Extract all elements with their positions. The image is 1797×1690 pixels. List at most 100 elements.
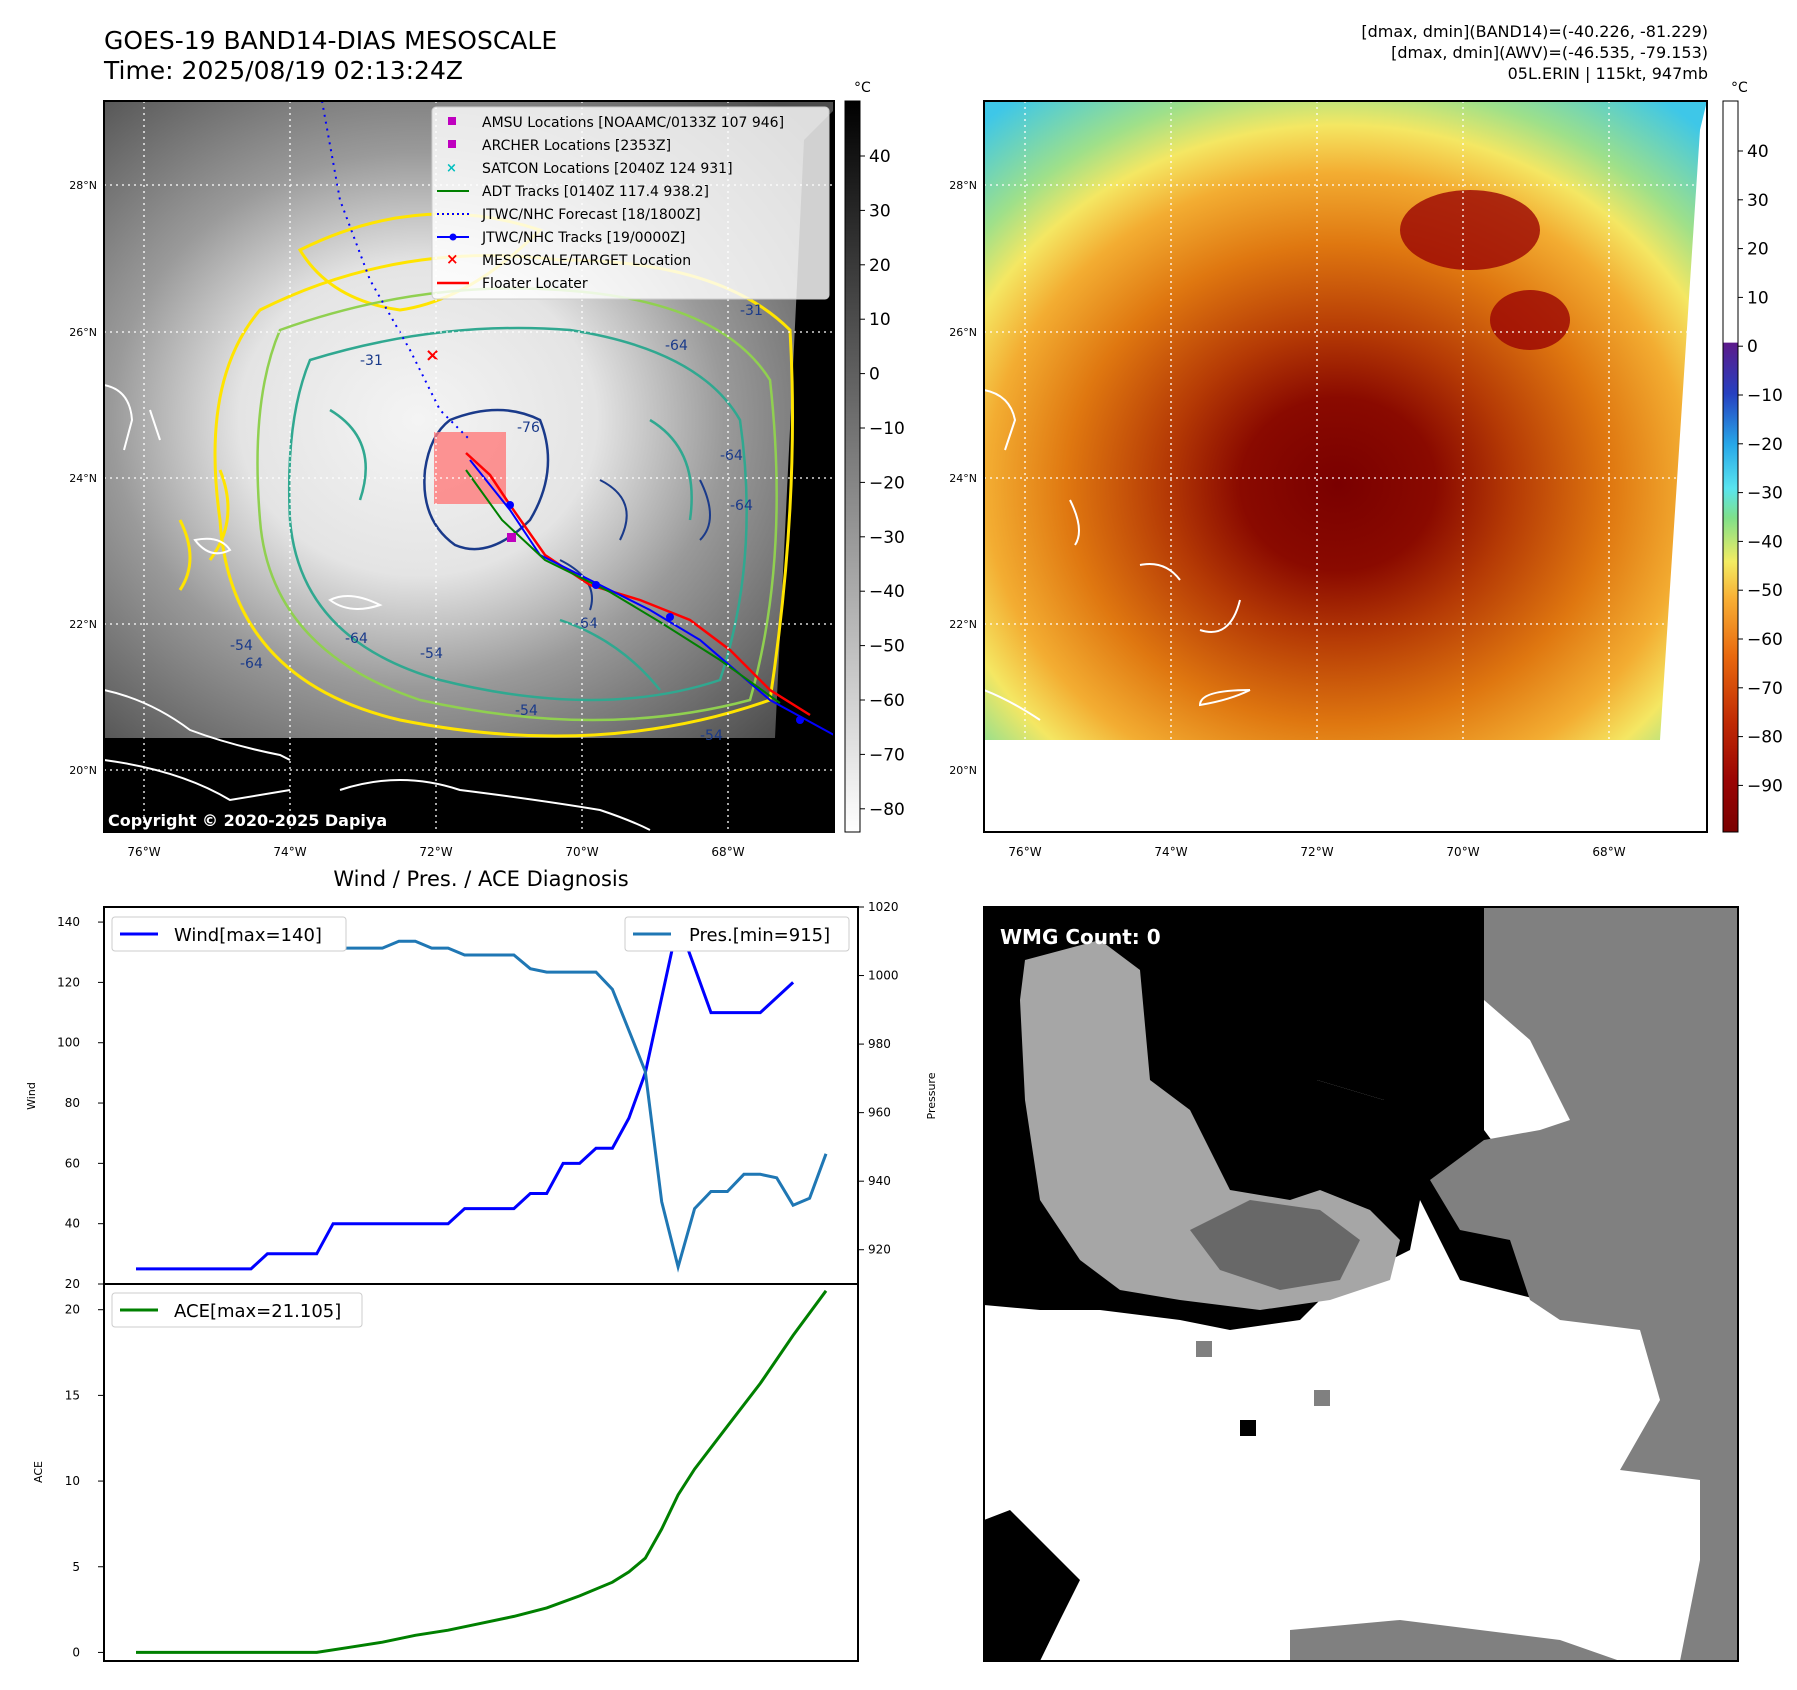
- lon-label: 72°W: [419, 845, 452, 859]
- gray-colorbar-tick-label: −50: [869, 637, 905, 657]
- gray-colorbar: [844, 100, 861, 833]
- ace-legend-label: ACE[max=21.105]: [174, 1301, 341, 1322]
- gray-colorbar-tick-label: 40: [869, 147, 891, 167]
- color-colorbar-tick-label: 30: [1747, 191, 1769, 211]
- ace-series-line: [136, 1289, 828, 1654]
- contour-76: [423, 408, 550, 551]
- contour-label: -54: [700, 728, 723, 744]
- lat-label: 26°N: [69, 326, 97, 339]
- gray-colorbar-tick-label: 30: [869, 201, 891, 221]
- gray-colorbar-tick-label: 0: [869, 365, 880, 385]
- legend-forecast: JTWC/NHC Forecast [18/1800Z]: [481, 207, 701, 223]
- color-colorbar-tick-label: 40: [1747, 142, 1769, 162]
- color-ir-image: [984, 101, 1707, 740]
- contour-label: -31: [740, 303, 763, 319]
- legend-nhc: JTWC/NHC Tracks [19/0000Z]: [481, 230, 685, 246]
- lon-label: 74°W: [1154, 845, 1187, 859]
- gray-colorbar-unit: °C: [854, 80, 871, 96]
- gray-colorbar-tick-label: 20: [869, 256, 891, 276]
- storm-info: 05L.ERIN | 115kt, 947mb: [1507, 64, 1708, 83]
- right-map-frame: [983, 100, 1708, 833]
- gray-colorbar-tick-label: −60: [869, 691, 905, 711]
- pressure-legend: Pres.[min=915]: [624, 916, 850, 952]
- contour-label: -64: [575, 616, 598, 632]
- right-map-panel: 28°N 26°N 24°N 22°N 20°N 76°W 74°W 72°W …: [949, 80, 1783, 859]
- gray-colorbar-ticks: 40 30 20 10 0 −10 −20 −30 −40 −50 −60 −70 −80: [860, 147, 905, 820]
- coastlines-north: [104, 384, 383, 610]
- contour-label: -64: [665, 338, 688, 354]
- legend-floater: Floater Locater: [482, 276, 588, 292]
- color-colorbar-tick-label: −90: [1747, 776, 1783, 796]
- wmg-region-black3: [984, 1510, 1080, 1661]
- color-colorbar-tick-label: 10: [1747, 288, 1769, 308]
- nhc-track: [469, 459, 834, 736]
- satcon-icon: ×: [446, 161, 457, 176]
- wmg-pixel: [1314, 1390, 1330, 1406]
- contour-label: -54: [230, 638, 253, 654]
- wmg-panel: WMG Count: 0: [983, 906, 1739, 1662]
- lon-label: 70°W: [1446, 845, 1479, 859]
- adt-track: [465, 469, 781, 704]
- pressure-ticks: 920 940 960 980 1000 1020: [858, 900, 899, 1257]
- gray-colorbar-tick-label: −80: [869, 800, 905, 820]
- ace-tick-label: 0: [72, 1645, 80, 1659]
- figure-time: Time: 2025/08/19 02:13:24Z: [104, 56, 463, 85]
- lon-label: 74°W: [273, 845, 306, 859]
- color-colorbar-tick-label: −30: [1747, 484, 1783, 504]
- wind-tick-label: 120: [57, 975, 80, 989]
- pressure-tick-label: 980: [868, 1037, 891, 1051]
- wind-legend-box: [111, 916, 347, 952]
- target-marker: ×: [425, 345, 440, 366]
- lon-label: 68°W: [711, 845, 744, 859]
- coastlines-caribbean: [104, 689, 651, 831]
- target-icon: ×: [446, 250, 459, 268]
- nhc-fix: [506, 501, 514, 509]
- ace-axes-frame: [103, 1283, 859, 1662]
- wind-tick-label: 100: [57, 1036, 80, 1050]
- pressure-tick-label: 1020: [868, 900, 899, 914]
- wmg-pixel: [1196, 1341, 1212, 1357]
- color-colorbar: [1722, 100, 1739, 833]
- color-colorbar-tick-label: −10: [1747, 386, 1783, 406]
- lon-label: 72°W: [1300, 845, 1333, 859]
- color-colorbar-unit: °C: [1731, 80, 1748, 96]
- wind-tick-label: 60: [65, 1156, 80, 1170]
- left-map-frame: [103, 100, 835, 833]
- lat-label: 24°N: [949, 472, 977, 485]
- color-colorbar-tick-label: 0: [1747, 337, 1758, 357]
- cold-cloud-top: [1400, 190, 1540, 270]
- wmg-region-mid: [1290, 907, 1738, 1661]
- wmg-pixel: [1455, 1237, 1471, 1253]
- band14-stat: [dmax, dmin](BAND14)=(-40.226, -81.229): [1361, 22, 1708, 41]
- wmg-frame: [983, 906, 1739, 1662]
- contour-label: -64: [240, 656, 263, 672]
- lat-label: 26°N: [949, 326, 977, 339]
- ace-tick-label: 20: [65, 1303, 80, 1317]
- color-colorbar-tick-label: −40: [1747, 532, 1783, 552]
- contour-31c: [178, 469, 230, 591]
- wind-legend-label: Wind[max=140]: [174, 925, 322, 946]
- ace-tick-label: 10: [65, 1474, 80, 1488]
- wind-tick-label: 40: [65, 1217, 80, 1231]
- lat-label: 20°N: [949, 764, 977, 777]
- figure-title: GOES-19 BAND14-DIAS MESOSCALE: [104, 26, 558, 55]
- copyright: Copyright © 2020-2025 Dapiya: [108, 811, 387, 830]
- contour-64: [287, 326, 748, 702]
- lat-label: 28°N: [69, 179, 97, 192]
- pressure-tick-label: 920: [868, 1243, 891, 1257]
- lat-label: 22°N: [69, 618, 97, 631]
- wind-tick-label: 140: [57, 915, 80, 929]
- archer-icon: [448, 140, 456, 148]
- left-map-panel: × -76 -64 -54 -64 -54 -64 -54 -64 -64 -6…: [69, 80, 905, 859]
- right-coastlines: [984, 389, 1251, 721]
- wind-ticks: 20 40 60 80 100 120 140: [57, 915, 104, 1291]
- wind-tick-label: 20: [65, 1277, 80, 1291]
- legend-adt: ADT Tracks [0140Z 117.4 938.2]: [482, 184, 709, 200]
- contour-64b: [329, 408, 693, 691]
- cold-cloud-top: [1490, 290, 1570, 350]
- map-legend: × × AMSU Locations [NOAAMC/0133Z 107 946…: [431, 106, 830, 300]
- legend-target: MESOSCALE/TARGET Location: [482, 253, 691, 269]
- wmg-region-dark: [1190, 1200, 1360, 1290]
- legend-box: [431, 106, 830, 300]
- legend-satcon: SATCON Locations [2040Z 124 931]: [482, 161, 733, 177]
